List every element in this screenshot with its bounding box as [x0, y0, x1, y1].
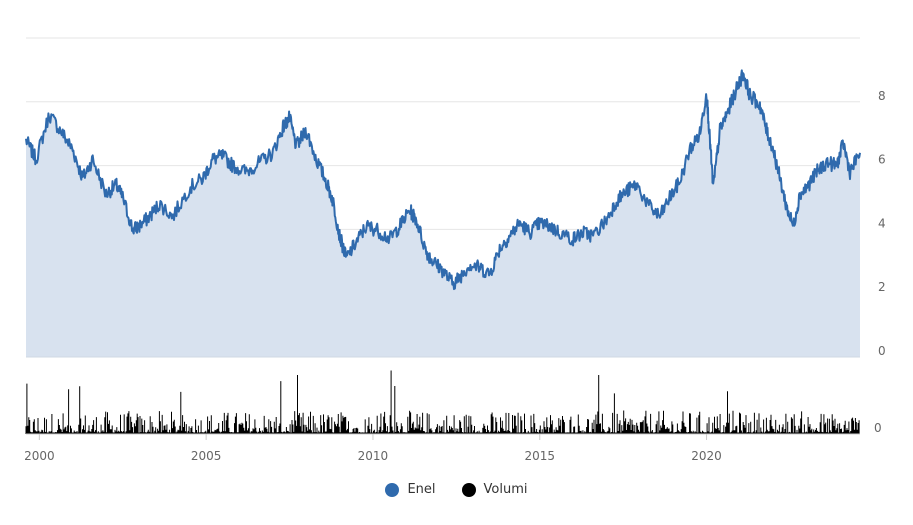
x-tick-label: 2000 — [24, 449, 55, 463]
y-tick-label: 4 — [878, 216, 886, 230]
legend-label-volumi: Volumi — [483, 482, 528, 497]
legend-label-enel: Enel — [407, 482, 436, 497]
y-tick-label: 0 — [878, 344, 886, 358]
legend-item-volumi[interactable]: Volumi — [461, 482, 528, 497]
legend-item-enel[interactable]: Enel — [385, 482, 436, 497]
x-tick-label: 2020 — [691, 449, 722, 463]
legend-marker-volumi — [461, 482, 476, 497]
x-tick-label: 2015 — [524, 449, 555, 463]
series-line-enel — [25, 69, 861, 291]
series-area-enel — [26, 70, 860, 358]
x-tick-label: 2010 — [358, 449, 389, 463]
volume-bars — [25, 370, 860, 435]
x-axis-ticks: 2000 2005 2010 2015 2020 — [24, 434, 722, 463]
volume-axis-tick: 0 — [874, 421, 882, 435]
y-tick-label: 2 — [878, 280, 886, 294]
y-tick-label: 6 — [878, 153, 886, 167]
y-tick-label: 8 — [878, 89, 886, 103]
x-tick-label: 2005 — [191, 449, 222, 463]
series-bars-volumi — [25, 370, 860, 434]
legend: Enel Volumi — [0, 482, 913, 497]
price-area — [25, 69, 861, 358]
y-axis-ticks: 0 2 4 6 8 — [878, 89, 886, 358]
legend-marker-enel — [385, 482, 400, 497]
